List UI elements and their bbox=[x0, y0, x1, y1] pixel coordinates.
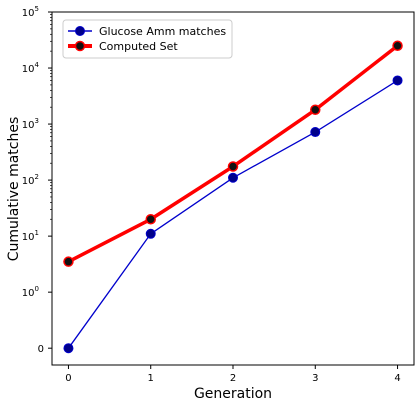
y-tick-label: 100 bbox=[22, 285, 39, 299]
x-tick-label: 0 bbox=[65, 373, 71, 384]
y-tick-label: 105 bbox=[22, 5, 39, 19]
data-point bbox=[64, 257, 73, 266]
y-tick-label: 104 bbox=[22, 61, 40, 75]
data-point bbox=[64, 344, 73, 353]
data-point bbox=[229, 173, 238, 182]
data-point bbox=[393, 41, 402, 50]
x-tick-label: 4 bbox=[394, 373, 400, 384]
legend-label-glucose: Glucose Amm matches bbox=[99, 25, 226, 38]
x-tick-label: 3 bbox=[312, 373, 318, 384]
y-axis-ticks: 0 100 101 102 103 104 105 bbox=[22, 5, 52, 355]
x-axis-ticks: 0 1 2 3 4 bbox=[65, 365, 400, 384]
x-tick-label: 2 bbox=[230, 373, 236, 384]
x-axis-label: Generation bbox=[194, 386, 272, 402]
data-point bbox=[311, 105, 320, 114]
y-tick-label: 103 bbox=[22, 117, 39, 131]
data-point bbox=[229, 162, 238, 171]
legend: Glucose Amm matches Computed Set bbox=[63, 20, 232, 58]
y-axis-label: Cumulative matches bbox=[6, 117, 22, 262]
x-tick-label: 1 bbox=[148, 373, 154, 384]
y-tick-label: 102 bbox=[22, 173, 39, 187]
data-point bbox=[393, 76, 402, 85]
legend-marker-computed bbox=[76, 42, 85, 51]
legend-label-computed: Computed Set bbox=[99, 40, 178, 53]
data-point bbox=[311, 128, 320, 137]
y-tick-label: 0 bbox=[38, 344, 44, 355]
plot-area bbox=[52, 12, 414, 365]
legend-marker-glucose bbox=[76, 27, 85, 36]
data-point bbox=[146, 229, 155, 238]
y-tick-label: 101 bbox=[22, 229, 39, 243]
data-point bbox=[146, 215, 155, 224]
